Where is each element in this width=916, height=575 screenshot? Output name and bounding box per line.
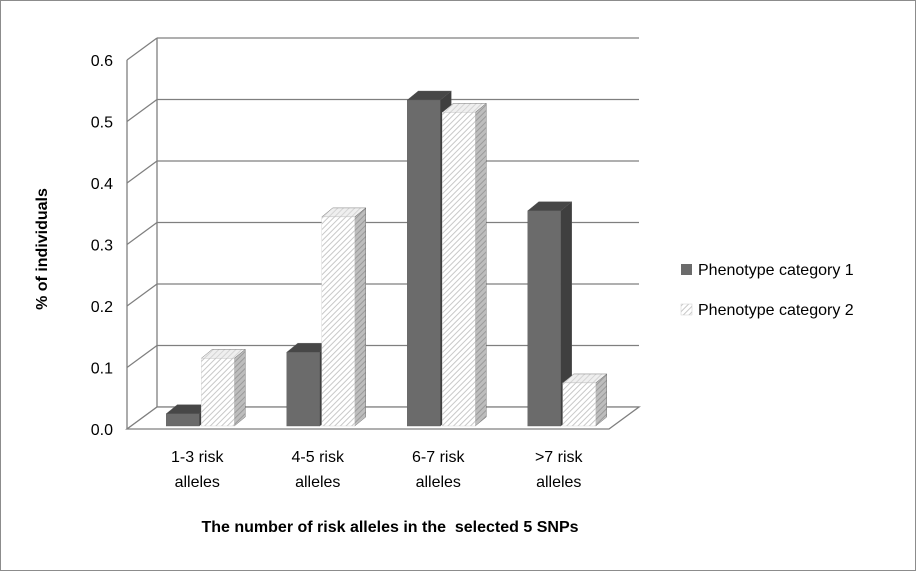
legend-swatch-series-1 — [681, 264, 692, 275]
y-tick-labels: 0.0 0.1 0.2 0.3 0.4 0.5 0.6 — [91, 53, 113, 439]
bar-front — [407, 99, 441, 427]
bar-front — [562, 382, 596, 427]
x-tick-label: 6-7 risk — [412, 449, 465, 466]
gridline-connector — [126, 344, 158, 369]
bar-1-4 — [527, 201, 573, 427]
gridline-connector — [126, 160, 158, 184]
legend-swatch-series-2 — [680, 303, 693, 316]
bar-front — [527, 210, 561, 427]
x-axis-title: The number of risk alleles in the select… — [201, 519, 578, 536]
axes — [125, 38, 641, 430]
x-tick-label: >7 risk — [535, 449, 584, 466]
legend-item-series-2: Phenotype category 2 — [680, 302, 854, 319]
bar-side — [475, 102, 487, 427]
x-tick-label: alleles — [416, 474, 461, 491]
bar-2-4 — [562, 373, 608, 427]
bar-side — [234, 348, 246, 427]
bar-side — [354, 207, 366, 427]
bar-front — [442, 112, 476, 427]
bar-front — [166, 413, 200, 427]
x-tick-label: alleles — [295, 474, 340, 491]
legend-item-series-1: Phenotype category 1 — [681, 262, 854, 279]
x-tick-label: alleles — [536, 474, 581, 491]
x-tick-label: alleles — [175, 474, 220, 491]
bar-front — [201, 358, 235, 427]
y-tick-label: 0.3 — [91, 238, 113, 255]
gridlines — [126, 37, 639, 430]
bar-2-1 — [200, 348, 246, 427]
legend: Phenotype category 1 Phenotype category … — [680, 262, 854, 319]
legend-label-series-2: Phenotype category 2 — [698, 302, 854, 319]
bar-front — [286, 352, 320, 427]
x-tick-label: 4-5 risk — [292, 449, 345, 466]
bars — [165, 90, 608, 427]
y-tick-label: 0.4 — [91, 176, 113, 193]
y-tick-label: 0.1 — [91, 361, 113, 378]
y-tick-label: 0.6 — [91, 53, 113, 70]
y-axis-title: % of individuals — [34, 188, 51, 310]
gridline-connector — [126, 37, 158, 61]
y-tick-label: 0.2 — [91, 299, 113, 316]
y-tick-label: 0.0 — [91, 422, 113, 439]
y-tick-label: 0.5 — [91, 115, 113, 132]
x-category-labels: 1-3 risk alleles 4-5 risk alleles 6-7 risk al… — [171, 449, 584, 491]
x-tick-label: 1-3 risk — [171, 449, 224, 466]
gridline-connector — [126, 221, 158, 246]
gridline-connector — [126, 98, 158, 123]
legend-label-series-1: Phenotype category 1 — [698, 262, 854, 279]
gridline-connector — [126, 283, 158, 307]
bar-2-3 — [441, 102, 487, 427]
bar-front — [321, 216, 355, 427]
bar-2-2 — [321, 207, 367, 427]
floor — [125, 406, 641, 430]
